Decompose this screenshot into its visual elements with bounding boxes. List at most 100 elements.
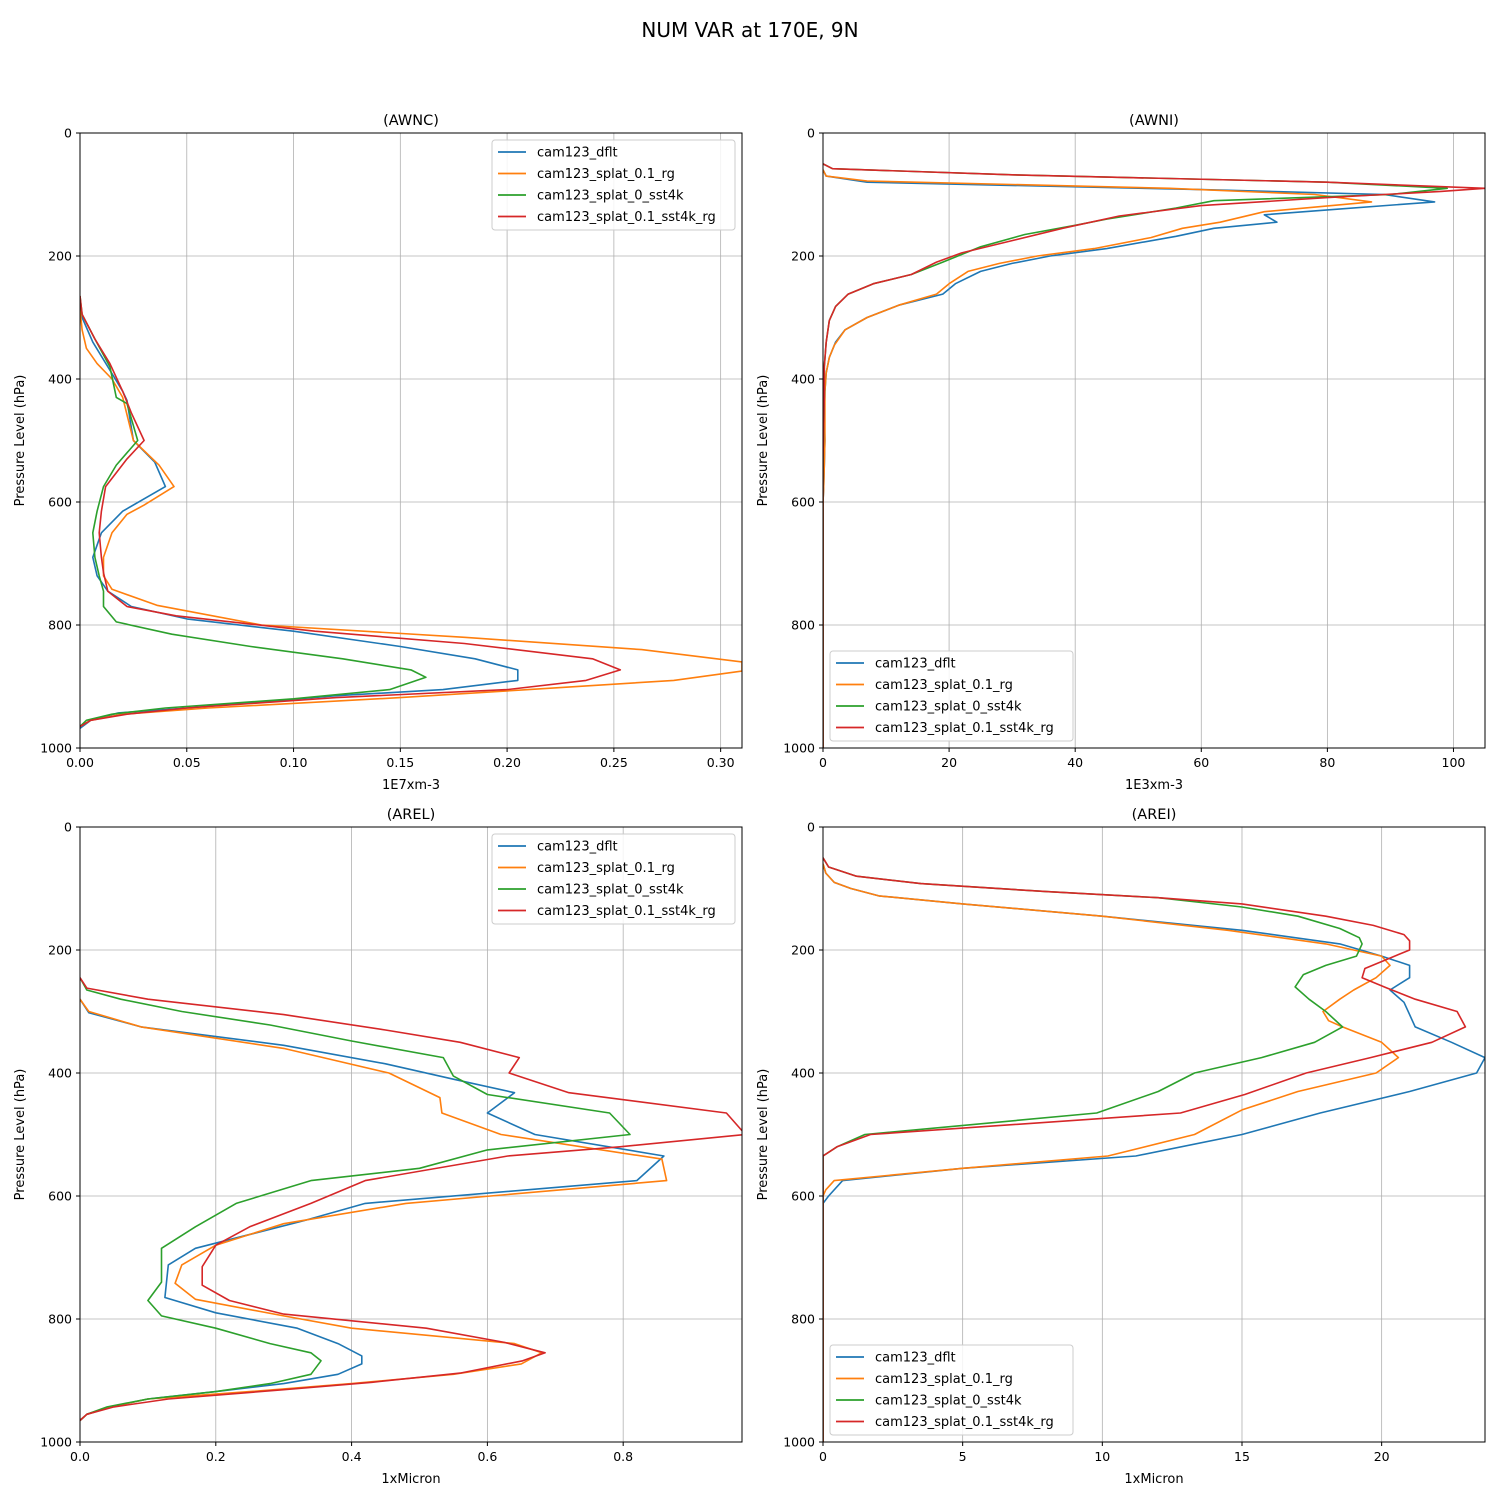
y-tick-label: 600 — [48, 495, 72, 510]
x-tick-label: 0 — [819, 755, 827, 770]
legend-label: cam123_splat_0.1_rg — [537, 861, 675, 876]
x-tick-label: 0.0 — [70, 1449, 90, 1464]
subplot-4: 0 5 10 15 2002004006008001000(AREI)1xMicronP… — [756, 807, 1486, 1487]
y-tick-label: 600 — [48, 1189, 72, 1204]
x-axis-label: 1xMicron — [1124, 1472, 1183, 1487]
y-tick-label: 200 — [48, 943, 72, 958]
series-line — [80, 308, 742, 728]
series-line — [80, 295, 427, 728]
legend-label: cam123_dflt — [875, 657, 956, 672]
subplot-title: (AREI) — [1132, 807, 1177, 823]
x-tick-label: 15 — [1234, 1449, 1250, 1464]
y-tick-label: 1000 — [783, 741, 815, 756]
legend-label: cam123_splat_0_sst4k — [875, 700, 1022, 715]
y-tick-label: 1000 — [40, 741, 72, 756]
legend: cam123_dflt cam123_splat_0.1_rg cam123_spl… — [491, 139, 736, 231]
y-tick-label: 400 — [791, 372, 815, 387]
legend-box — [829, 650, 1074, 742]
subplot-title: (AWNI) — [1129, 113, 1179, 129]
y-axis-label: Pressure Level (hPa) — [13, 375, 28, 507]
legend-label: cam123_splat_0_sst4k — [537, 189, 684, 204]
x-tick-label: 0.15 — [386, 755, 414, 770]
x-tick-label: 20 — [941, 755, 957, 770]
y-tick-label: 600 — [791, 1189, 815, 1204]
x-tick-label: 0.30 — [707, 755, 735, 770]
legend-label: cam123_dflt — [537, 146, 618, 161]
y-tick-label: 800 — [791, 1312, 815, 1327]
y-tick-label: 200 — [48, 249, 72, 264]
subplot-1: 0.00 0.05 0.10 0.15 0.20 0.25 0.30 0 200 400 600 80… — [13, 113, 743, 793]
series-line — [823, 169, 1373, 748]
y-tick-label: 200 — [791, 943, 815, 958]
x-tick-label: 0.05 — [173, 755, 201, 770]
legend-label: cam123_splat_0.1_sst4k_rg — [537, 210, 716, 225]
x-tick-label: 0.00 — [66, 755, 94, 770]
legend-label: cam123_dflt — [537, 840, 618, 855]
y-tick-label: 400 — [48, 372, 72, 387]
x-tick-label: 0.8 — [613, 1449, 633, 1464]
series-group — [80, 977, 742, 1422]
y-tick-label: 0 — [64, 126, 72, 141]
legend-label: cam123_splat_0_sst4k — [875, 1394, 1022, 1409]
y-tick-label: 400 — [791, 1066, 815, 1081]
legend-box — [829, 1344, 1074, 1436]
legend-label: cam123_splat_0.1_rg — [537, 167, 675, 182]
x-tick-label: 60 — [1193, 755, 1209, 770]
x-axis-label: 1E7xm-3 — [382, 778, 440, 793]
y-tick-label: 0 — [64, 820, 72, 835]
series-line — [823, 857, 1467, 1442]
x-axis-label: 1E3xm-3 — [1125, 778, 1183, 793]
series-line — [80, 998, 665, 1422]
x-tick-label: 100 — [1442, 755, 1466, 770]
axes-frame — [79, 826, 743, 1443]
y-tick-label: 600 — [791, 495, 815, 510]
subplot-title: (AREL) — [387, 807, 436, 823]
subplot-3: 0.0 0.2 0.4 0.6 0.8 0 200 400 600 800 1000 (AREL) 1x… — [13, 807, 743, 1487]
y-tick-label: 800 — [48, 1312, 72, 1327]
subplot-title: (AWNC) — [383, 113, 439, 129]
y-tick-label: 200 — [791, 249, 815, 264]
legend-box — [491, 139, 736, 231]
x-tick-label: 0 — [819, 1449, 827, 1464]
legend-label: cam123_splat_0.1_sst4k_rg — [875, 721, 1054, 736]
axes-frame — [822, 826, 1486, 1443]
x-axis-label: 1xMicron — [381, 1472, 440, 1487]
x-tick-label: 40 — [1067, 755, 1083, 770]
legend-box — [491, 833, 736, 925]
x-tick-label: 0.2 — [206, 1449, 226, 1464]
y-axis-label: Pressure Level (hPa) — [756, 375, 771, 507]
legend: cam123_dflt cam123_splat_0.1_rg cam123_spl… — [829, 650, 1074, 742]
axes-frame — [822, 132, 1486, 749]
y-tick-label: 0 — [807, 126, 815, 141]
legend-label: cam123_splat_0.1_rg — [875, 678, 1013, 693]
legend: cam123_dflt cam123_splat_0.1_rg cam123_spl… — [829, 1344, 1074, 1436]
series-group — [823, 857, 1485, 1442]
series-line — [823, 863, 1400, 1442]
y-axis-label: Pressure Level (hPa) — [756, 1069, 771, 1201]
legend-label: cam123_splat_0.1_sst4k_rg — [537, 904, 716, 919]
x-tick-label: 0.10 — [280, 755, 308, 770]
legend-label: cam123_splat_0_sst4k — [537, 883, 684, 898]
y-axis-label: Pressure Level (hPa) — [13, 1069, 28, 1201]
x-tick-label: 0.25 — [600, 755, 628, 770]
series-line — [80, 977, 631, 1422]
series-line — [80, 295, 622, 728]
legend-label: cam123_dflt — [875, 1351, 956, 1366]
legend-label: cam123_splat_0.1_rg — [875, 1372, 1013, 1387]
subplot-2: 0 20 40 60 80 10002004006008001000(AWNI)1E3xm… — [756, 113, 1486, 793]
legend: cam123_dflt cam123_splat_0.1_rg cam123_spl… — [491, 833, 736, 925]
x-tick-label: 20 — [1374, 1449, 1390, 1464]
axes-frame — [79, 132, 743, 749]
x-tick-label: 10 — [1094, 1449, 1110, 1464]
y-tick-label: 400 — [48, 1066, 72, 1081]
x-tick-label: 5 — [959, 1449, 967, 1464]
y-tick-label: 1000 — [783, 1435, 815, 1450]
series-line — [80, 977, 742, 1422]
x-tick-label: 0.4 — [342, 1449, 362, 1464]
x-tick-label: 0.6 — [477, 1449, 497, 1464]
series-group — [80, 295, 742, 729]
series-group — [823, 163, 1485, 748]
y-tick-label: 1000 — [40, 1435, 72, 1450]
